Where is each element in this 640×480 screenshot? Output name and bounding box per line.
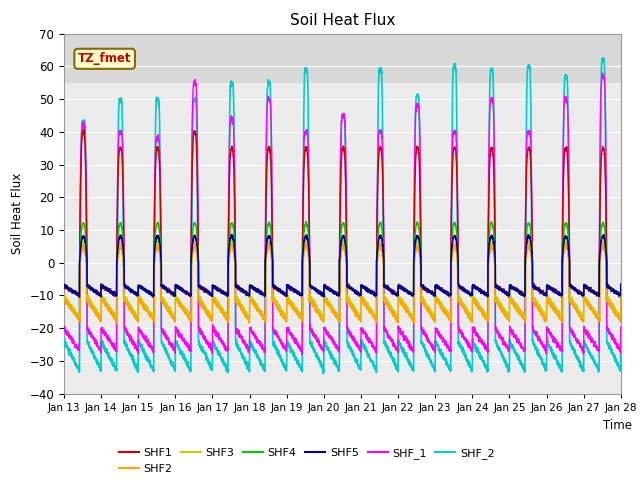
Title: Soil Heat Flux: Soil Heat Flux xyxy=(290,13,395,28)
Bar xyxy=(64,34,621,83)
X-axis label: Time: Time xyxy=(603,419,632,432)
Text: TZ_fmet: TZ_fmet xyxy=(78,52,131,65)
Y-axis label: Soil Heat Flux: Soil Heat Flux xyxy=(11,173,24,254)
Legend: SHF1, SHF2, SHF3, SHF4, SHF5, SHF_1, SHF_2: SHF1, SHF2, SHF3, SHF4, SHF5, SHF_1, SHF… xyxy=(114,444,499,478)
